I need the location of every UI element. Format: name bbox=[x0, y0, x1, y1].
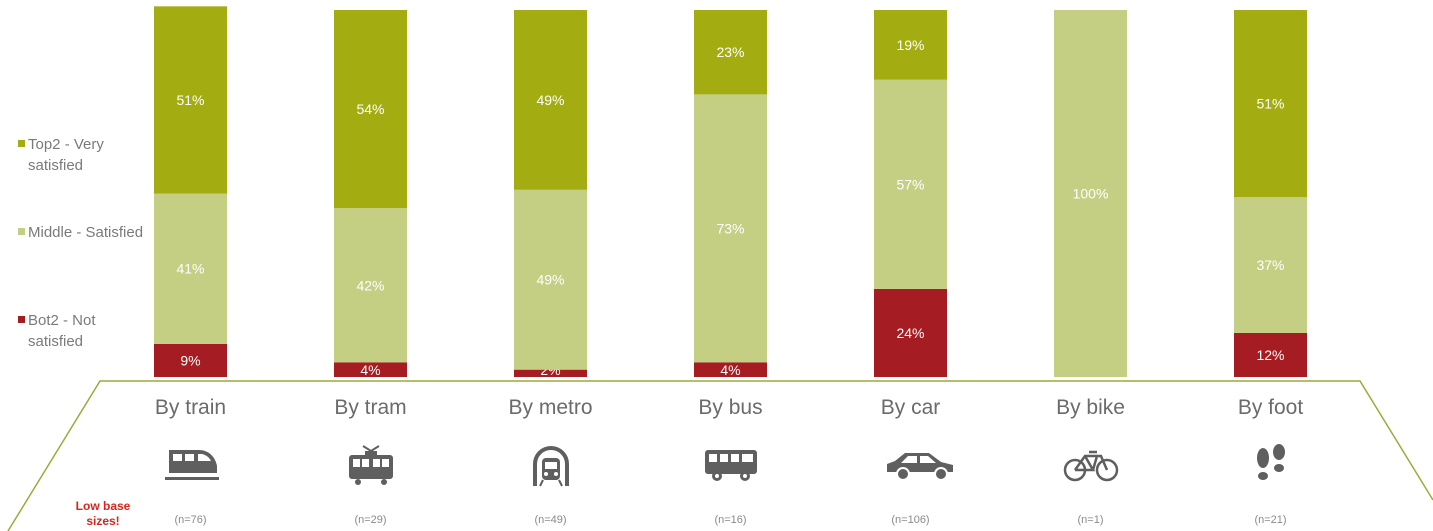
category-label-by-train: By train bbox=[154, 396, 227, 419]
bar-segment-by-bus-top2 bbox=[694, 10, 767, 95]
tram-icon bbox=[341, 444, 401, 488]
legend-swatch bbox=[18, 140, 25, 147]
data-label-by-tram-middle: 42% bbox=[356, 277, 384, 293]
legend-label: Top2 - Very satisfied bbox=[28, 136, 104, 174]
bars-group: 9%41%51%4%42%54%2%49%49%4%73%23%24%57%19… bbox=[154, 6, 1307, 378]
data-label-by-foot-top2: 51% bbox=[1256, 96, 1284, 112]
legend-swatch bbox=[18, 316, 25, 323]
category-label-by-foot: By foot bbox=[1237, 396, 1304, 419]
bar-segment-by-car-middle bbox=[874, 79, 947, 289]
bar-segment-by-tram-top2 bbox=[334, 10, 407, 209]
category-label-by-bike: By bike bbox=[1056, 396, 1125, 419]
metro-icon bbox=[521, 444, 581, 488]
category-label-by-bus: By bus bbox=[698, 396, 763, 419]
legend-label: Middle - Satisfied bbox=[28, 224, 144, 241]
data-label-by-bike-middle: 100% bbox=[1073, 186, 1109, 202]
data-label-by-metro-middle: 49% bbox=[536, 272, 564, 288]
bar-segment-by-tram-middle bbox=[334, 208, 407, 363]
bar-segment-by-metro-bot2 bbox=[514, 369, 587, 377]
category-label-by-tram: By tram bbox=[334, 396, 407, 419]
sample-size-by-tram: (n=29) bbox=[354, 514, 387, 526]
data-label-by-bus-top2: 23% bbox=[716, 44, 744, 60]
data-label-by-foot-bot2: 12% bbox=[1256, 347, 1284, 363]
sample-size-by-bus: (n=16) bbox=[714, 514, 747, 526]
data-label-by-train-middle: 41% bbox=[176, 261, 204, 277]
train-icon bbox=[161, 444, 221, 488]
bar-segment-by-train-bot2 bbox=[154, 343, 227, 377]
bar-segment-by-train-top2 bbox=[154, 6, 227, 194]
data-label-by-tram-top2: 54% bbox=[356, 101, 384, 117]
bar-segment-by-metro-middle bbox=[514, 189, 587, 370]
sample-size-by-train: (n=76) bbox=[174, 514, 207, 526]
bar-segment-by-foot-bot2 bbox=[1234, 332, 1307, 377]
data-label-by-bus-middle: 73% bbox=[716, 220, 744, 236]
data-label-by-car-bot2: 24% bbox=[896, 325, 924, 341]
base-panel-outline bbox=[7, 380, 1433, 531]
bus-icon bbox=[701, 444, 761, 488]
bar-segment-by-car-bot2 bbox=[874, 288, 947, 377]
bar-segment-by-foot-top2 bbox=[1234, 10, 1307, 198]
sample-size-by-bike: (n=1) bbox=[1077, 514, 1104, 526]
data-label-by-train-top2: 51% bbox=[176, 92, 204, 108]
bar-segment-by-bus-middle bbox=[694, 94, 767, 363]
bar-segment-by-tram-bot2 bbox=[334, 362, 407, 377]
sample-size-by-car: (n=106) bbox=[891, 514, 930, 526]
bar-segment-by-train-middle bbox=[154, 193, 227, 344]
legend-label: Bot2 - Not satisfied bbox=[28, 312, 96, 350]
sample-size-by-metro: (n=49) bbox=[534, 514, 567, 526]
data-label-by-bus-bot2: 4% bbox=[720, 362, 740, 378]
data-label-by-foot-middle: 37% bbox=[1256, 257, 1284, 273]
data-label-by-car-middle: 57% bbox=[896, 176, 924, 192]
bar-segment-by-car-top2 bbox=[874, 10, 947, 80]
legend-swatch bbox=[18, 228, 25, 235]
category-label-by-car: By car bbox=[880, 396, 941, 419]
footprints-icon bbox=[1241, 444, 1301, 488]
sample-size-by-foot: (n=21) bbox=[1254, 514, 1287, 526]
data-label-by-car-top2: 19% bbox=[896, 37, 924, 53]
data-label-by-tram-bot2: 4% bbox=[360, 362, 380, 378]
bike-icon bbox=[1061, 444, 1121, 488]
bar-segment-by-bus-bot2 bbox=[694, 362, 767, 377]
low-base-note: Low base sizes! bbox=[75, 499, 131, 528]
category-label-by-metro: By metro bbox=[508, 396, 593, 419]
bar-segment-by-bike-middle bbox=[1054, 10, 1127, 377]
bar-segment-by-metro-top2 bbox=[514, 10, 587, 190]
car-icon bbox=[881, 444, 953, 488]
data-label-by-metro-top2: 49% bbox=[536, 92, 564, 108]
data-label-by-train-bot2: 9% bbox=[180, 352, 200, 368]
bar-segment-by-foot-middle bbox=[1234, 197, 1307, 333]
